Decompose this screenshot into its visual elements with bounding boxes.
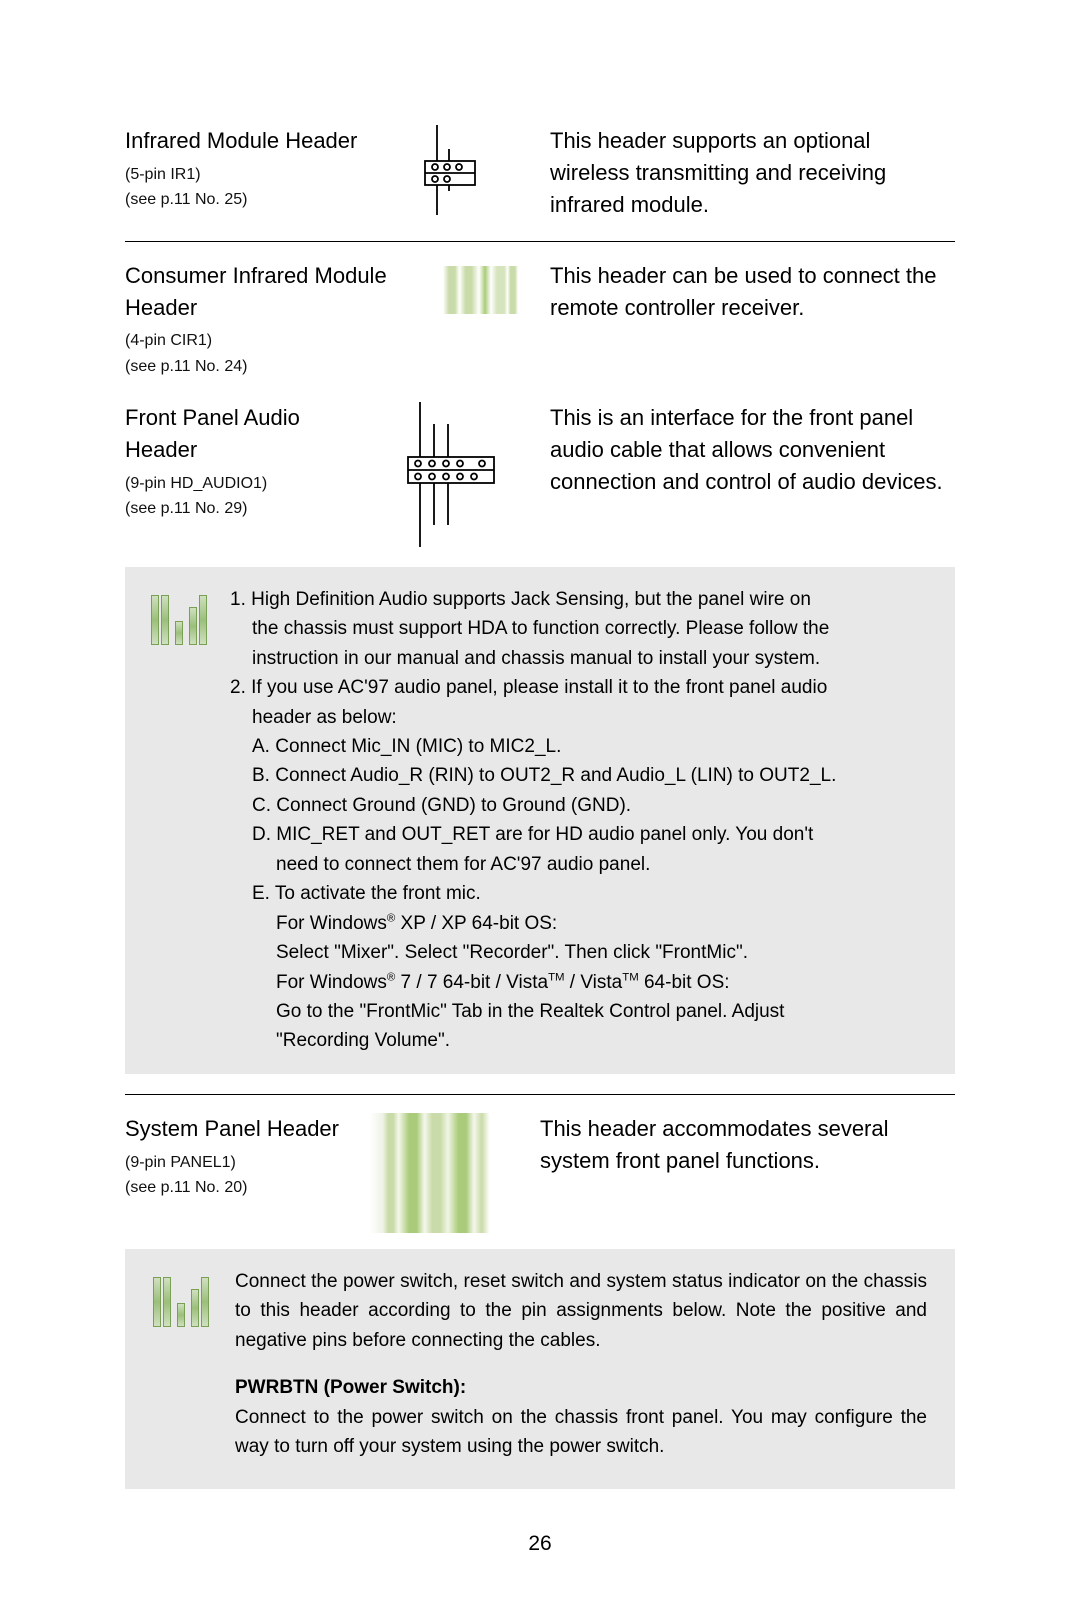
note-line: E. To activate the front mic. (230, 879, 927, 908)
cir-title: Consumer Infrared Module Header (125, 260, 425, 324)
page-number: 26 (125, 1529, 955, 1559)
cir-sub1: (4-pin CIR1) (125, 329, 425, 352)
panel-header-icon (370, 1113, 500, 1233)
ir-desc: This header supports an optional wireles… (550, 125, 955, 221)
divider (125, 241, 955, 242)
note-icon (153, 1273, 207, 1327)
tm-icon: TM (548, 971, 564, 983)
note-line: A. Connect Mic_IN (MIC) to MIC2_L. (230, 732, 927, 761)
cir-header-icon (443, 266, 518, 314)
cir-sub2: (see p.11 No. 24) (125, 355, 425, 378)
cir-left: Consumer Infrared Module Header (4-pin C… (125, 260, 425, 380)
note-heading: PWRBTN (Power Switch): (235, 1373, 927, 1402)
section-panel: System Panel Header (9-pin PANEL1) (see … (125, 1113, 955, 1233)
reg-icon: ® (387, 971, 395, 983)
note-line: Go to the "FrontMic" Tab in the Realtek … (230, 997, 927, 1026)
note-line: need to connect them for AC'97 audio pan… (230, 850, 927, 879)
text: For Windows (276, 972, 387, 993)
panel-sub1: (9-pin PANEL1) (125, 1151, 345, 1174)
panel-note-text: Connect the power switch, reset switch a… (235, 1267, 927, 1462)
audio-left: Front Panel Audio Header (9-pin HD_AUDIO… (125, 402, 365, 522)
audio-note: 1. High Definition Audio supports Jack S… (125, 567, 955, 1074)
ir-sub1: (5-pin IR1) (125, 163, 365, 186)
audio-note-text: 1. High Definition Audio supports Jack S… (230, 585, 927, 1056)
ir-title: Infrared Module Header (125, 125, 365, 157)
cir-desc: This header can be used to connect the r… (550, 260, 955, 324)
audio-sub2: (see p.11 No. 29) (125, 497, 365, 520)
spacer (235, 1355, 927, 1373)
note-line: C. Connect Ground (GND) to Ground (GND). (230, 791, 927, 820)
note-para: Connect to the power switch on the chass… (235, 1403, 927, 1462)
ir-diagram (365, 125, 535, 215)
note-line: 2. If you use AC'97 audio panel, please … (230, 673, 927, 702)
section-cir: Consumer Infrared Module Header (4-pin C… (125, 260, 955, 380)
note-line: B. Connect Audio_R (RIN) to OUT2_R and A… (230, 761, 927, 790)
cir-right: This header can be used to connect the r… (535, 260, 955, 324)
section-audio: Front Panel Audio Header (9-pin HD_AUDIO… (125, 402, 955, 547)
note-line: "Recording Volume". (230, 1026, 927, 1055)
document-page: Infrared Module Header (5-pin IR1) (see … (125, 0, 955, 1489)
note-line: For Windows® 7 / 7 64-bit / VistaTM / Vi… (230, 968, 927, 997)
text: XP / XP 64-bit OS: (395, 913, 557, 934)
panel-right: This header accommodates several system … (525, 1113, 955, 1177)
panel-title: System Panel Header (125, 1113, 345, 1145)
text: 64-bit OS: (639, 972, 730, 993)
ir-sub2: (see p.11 No. 25) (125, 188, 365, 211)
audio-sub1: (9-pin HD_AUDIO1) (125, 472, 365, 495)
audio-diagram (365, 402, 535, 547)
note-line: Select "Mixer". Select "Recorder". Then … (230, 938, 927, 967)
audio-title: Front Panel Audio Header (125, 402, 365, 466)
panel-desc: This header accommodates several system … (540, 1113, 955, 1177)
ir-left: Infrared Module Header (5-pin IR1) (see … (125, 125, 365, 213)
panel-diagram (345, 1113, 525, 1233)
note-line: 1. High Definition Audio supports Jack S… (230, 585, 927, 614)
text: 7 / 7 64-bit / Vista (395, 972, 548, 993)
audio-right: This is an interface for the front panel… (535, 402, 955, 498)
note-line: D. MIC_RET and OUT_RET are for HD audio … (230, 820, 927, 849)
text: For Windows (276, 913, 387, 934)
note-line: instruction in our manual and chassis ma… (230, 644, 927, 673)
panel-note: Connect the power switch, reset switch a… (125, 1249, 955, 1490)
section-ir: Infrared Module Header (5-pin IR1) (see … (125, 125, 955, 221)
note-icon (151, 591, 205, 645)
panel-left: System Panel Header (9-pin PANEL1) (see … (125, 1113, 345, 1201)
ir-header-icon (415, 125, 485, 215)
audio-header-icon (400, 402, 500, 547)
note-line: header as below: (230, 703, 927, 732)
text: / Vista (565, 972, 623, 993)
divider (125, 1094, 955, 1095)
ir-right: This header supports an optional wireles… (535, 125, 955, 221)
note-icon-col (125, 585, 230, 645)
note-para: Connect the power switch, reset switch a… (235, 1267, 927, 1355)
cir-diagram (425, 260, 535, 314)
note-line: For Windows® XP / XP 64-bit OS: (230, 909, 927, 938)
panel-sub2: (see p.11 No. 20) (125, 1176, 345, 1199)
audio-desc: This is an interface for the front panel… (550, 402, 955, 498)
reg-icon: ® (387, 912, 395, 924)
tm-icon: TM (622, 971, 638, 983)
note-line: the chassis must support HDA to function… (230, 614, 927, 643)
note-icon-col (125, 1267, 235, 1327)
